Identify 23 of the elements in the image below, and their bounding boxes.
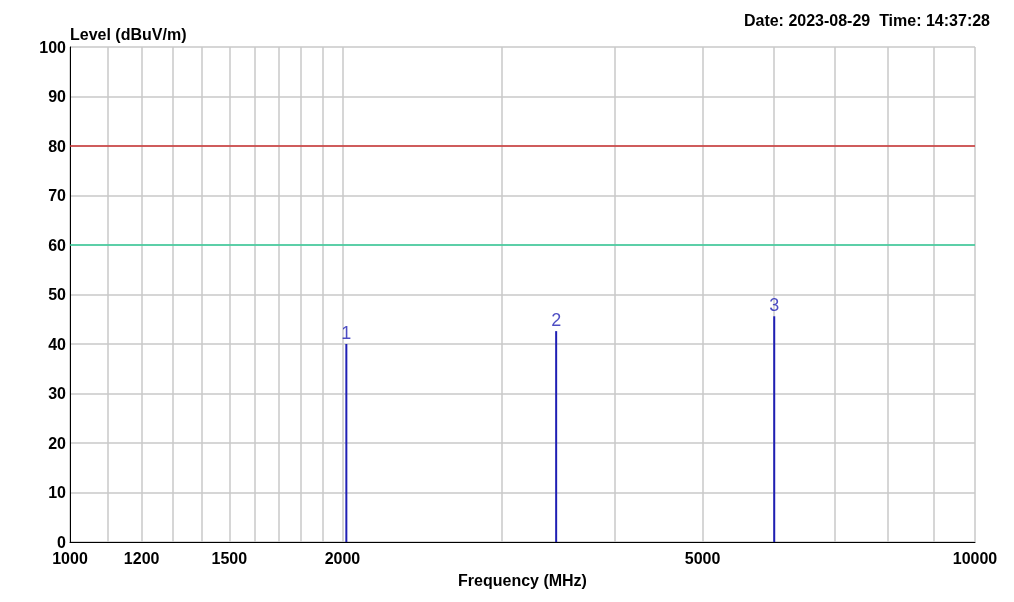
- x-tick-label: 10000: [952, 549, 998, 567]
- y-tick-label: 30: [48, 385, 67, 402]
- y-tick-label: 80: [48, 137, 67, 155]
- x-tick-label: 2000: [324, 549, 361, 567]
- x-tick-label: 1200: [123, 549, 160, 567]
- text: Date: 2023-08-29 Time: 14:37:28: [743, 11, 991, 29]
- y-tick-label: 60: [48, 236, 67, 254]
- annotation: 3: [769, 295, 780, 316]
- y-tick-label: 70: [48, 187, 67, 204]
- y-tick-label: 100: [39, 38, 67, 56]
- x-tick-label: 5000: [684, 549, 721, 567]
- y-axis-title: Level (dBuV/m): [70, 25, 187, 43]
- y-tick-label: 0: [57, 533, 67, 551]
- y-tick-label: 10: [48, 484, 67, 501]
- x-tick-label: 1500: [211, 549, 248, 567]
- x-axis-title: Frequency (MHz): [458, 571, 587, 589]
- y-tick-label: 50: [48, 286, 67, 303]
- x-tick-label: 1000: [52, 549, 88, 567]
- y-tick-label: 20: [48, 434, 67, 452]
- y-tick-label: 40: [48, 335, 67, 353]
- annotation: 1: [341, 323, 352, 343]
- y-tick-label: 90: [48, 88, 67, 105]
- annotation: 2: [551, 310, 562, 331]
